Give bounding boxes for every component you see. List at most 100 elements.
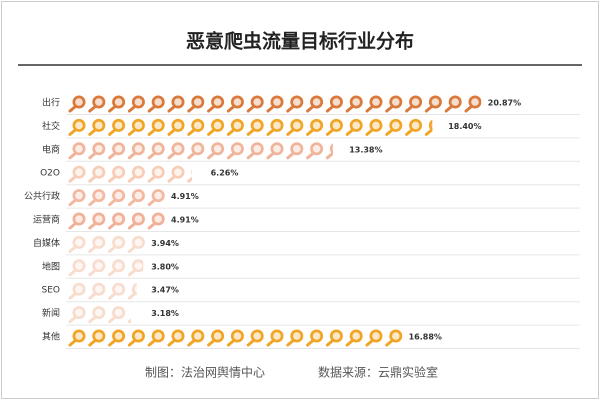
- icon-glass: [431, 98, 440, 106]
- value-label: 6.26%: [211, 169, 239, 178]
- icon-glass: [194, 168, 202, 176]
- icon-glass: [95, 285, 103, 294]
- icon-glass: [392, 332, 400, 340]
- icon-row: [68, 306, 143, 324]
- icon-glass: [154, 98, 162, 106]
- icon-row: [68, 95, 482, 113]
- icon-glass: [253, 332, 261, 340]
- value-label: 3.80%: [151, 262, 179, 271]
- icon-glass: [114, 145, 123, 153]
- icon-glass: [392, 98, 400, 106]
- icon-glass: [372, 332, 380, 340]
- icon-glass: [114, 191, 123, 200]
- icon-glass: [75, 98, 83, 106]
- icon-glass: [134, 98, 143, 106]
- icon-glass: [332, 98, 341, 106]
- icon-glass: [293, 121, 301, 130]
- icon-glass: [332, 147, 333, 151]
- footer-source: 数据来源：云鼎实验室: [318, 365, 438, 380]
- icon-glass: [134, 145, 143, 153]
- category-label: 新闻: [42, 307, 60, 319]
- icon-glass: [134, 238, 143, 247]
- icon-glass: [95, 308, 103, 317]
- category-label: 公共行政: [24, 190, 60, 202]
- icon-glass: [75, 308, 83, 317]
- icon-glass: [253, 145, 261, 153]
- icon-glass: [154, 191, 162, 200]
- icon-glass: [213, 332, 222, 340]
- category-label: 出行: [42, 97, 60, 109]
- icon-glass: [114, 168, 123, 176]
- icon-glass: [312, 145, 321, 153]
- category-label: 电商: [42, 143, 60, 155]
- icon-glass: [75, 121, 83, 130]
- icon-row: [68, 189, 165, 207]
- icon-lens: [191, 169, 192, 176]
- icon-glass: [194, 332, 202, 340]
- icon-glass: [134, 191, 143, 200]
- category-label: 自媒体: [33, 237, 60, 249]
- icon-glass: [253, 121, 261, 130]
- icon-glass: [233, 332, 242, 340]
- icon-glass: [253, 98, 261, 106]
- icon-glass: [75, 191, 83, 200]
- icon-glass: [273, 98, 281, 106]
- icon-glass: [293, 98, 301, 106]
- icon-row: [68, 212, 165, 230]
- value-label: 4.91%: [171, 192, 199, 201]
- icon-glass: [75, 332, 83, 340]
- value-label: 16.88%: [409, 333, 442, 342]
- icon-lens: [428, 119, 433, 132]
- icon-glass: [75, 285, 83, 294]
- icon-glass: [114, 285, 123, 294]
- icon-handle: [127, 318, 131, 324]
- icon-glass: [134, 285, 137, 293]
- icon-row: [68, 282, 137, 300]
- icon-glass: [95, 238, 103, 247]
- category-label: 地图: [42, 260, 60, 272]
- icon-glass: [213, 98, 222, 106]
- category-label: 运营商: [33, 214, 60, 226]
- icon-row: [68, 165, 202, 183]
- icon-glass: [194, 145, 202, 153]
- icon-glass: [273, 145, 281, 153]
- icon-glass: [95, 168, 103, 176]
- icon-glass: [293, 145, 301, 153]
- icon-glass: [411, 121, 420, 130]
- icon-glass: [135, 309, 143, 317]
- icon-glass: [114, 262, 123, 270]
- icon-glass: [134, 262, 143, 270]
- icon-row: [68, 259, 144, 277]
- icon-glass: [75, 238, 83, 247]
- icon-glass: [451, 98, 460, 106]
- value-label: 4.91%: [171, 216, 199, 225]
- icon-glass: [134, 215, 143, 223]
- icon-glass: [114, 215, 123, 223]
- icon-glass: [114, 121, 123, 130]
- icon-glass: [233, 98, 242, 106]
- icon-glass: [273, 332, 281, 340]
- icon-row: [68, 329, 403, 347]
- value-label: 13.38%: [349, 145, 382, 154]
- icon-glass: [194, 121, 202, 130]
- icon-row: [68, 235, 145, 253]
- icon-glass: [332, 332, 341, 340]
- icon-glass: [213, 121, 222, 130]
- icon-glass: [95, 98, 103, 106]
- icon-lens: [329, 143, 333, 155]
- icon-glass: [213, 145, 222, 153]
- icon-glass: [233, 121, 242, 130]
- icon-glass: [114, 332, 123, 340]
- icon-glass: [312, 121, 321, 130]
- value-label: 20.87%: [488, 99, 521, 108]
- icon-glass: [372, 121, 380, 130]
- icon-glass: [154, 121, 162, 130]
- icon-glass: [372, 98, 380, 106]
- icon-glass: [95, 215, 103, 223]
- icon-glass: [332, 121, 341, 130]
- category-label: 其他: [42, 331, 60, 343]
- icon-glass: [273, 121, 281, 130]
- icon-glass: [233, 145, 242, 153]
- category-label: 社交: [42, 120, 60, 132]
